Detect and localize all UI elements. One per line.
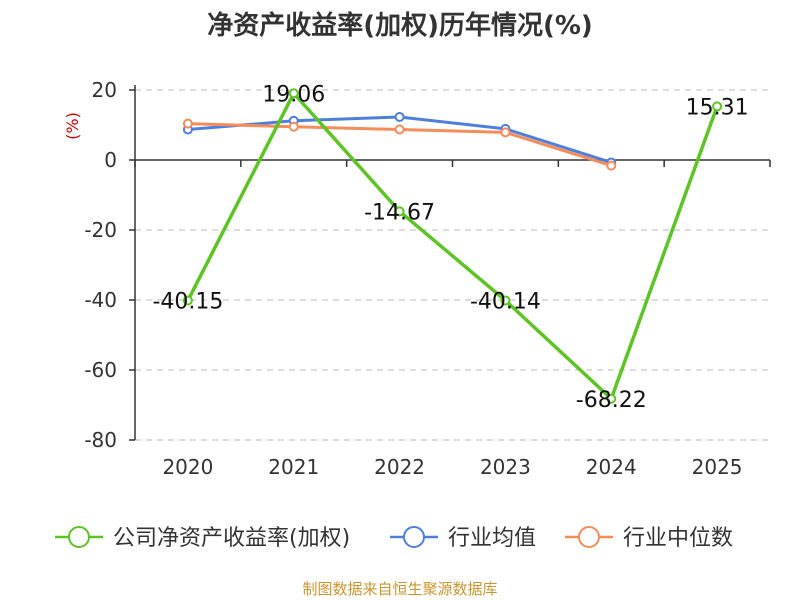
data-point: [606, 393, 617, 404]
legend-marker: [578, 526, 600, 548]
data-point: [606, 160, 617, 171]
legend-label: 行业中位数: [623, 526, 733, 551]
y-tick-label: -60: [84, 358, 117, 382]
data-point: [182, 295, 193, 306]
legend-marker: [68, 526, 90, 548]
legend-item: 行业均值: [390, 526, 536, 551]
y-tick-label: -20: [84, 218, 117, 242]
legend-label: 行业均值: [448, 526, 536, 551]
data-labels: -40.15 19.06 -14.67 -40.14 -68.22 15.31: [152, 82, 748, 412]
y-tick-label: 0: [104, 148, 117, 172]
data-point: [500, 127, 511, 138]
data-label: -14.67: [364, 200, 435, 225]
data-label: 15.31: [686, 95, 749, 120]
legend: 公司净资产收益率(加权) 行业均值 行业中位数: [55, 526, 733, 551]
x-tick-label: 2020: [162, 455, 213, 479]
series-line-1: [187, 115, 612, 164]
data-label: 19.06: [262, 82, 325, 107]
data-point: [288, 88, 299, 99]
y-tick-label: -80: [84, 428, 117, 452]
y-tick-label: -40: [84, 288, 117, 312]
legend-item: 行业中位数: [565, 526, 733, 551]
x-tick-label: 2021: [268, 455, 319, 479]
chart-title: 净资产收益率(加权)历年情况(%): [207, 10, 593, 41]
source-note: 制图数据来自恒生聚源数据库: [302, 580, 497, 598]
legend-marker: [403, 526, 425, 548]
data-point: [394, 111, 405, 122]
data-point: [500, 295, 511, 306]
data-point: [182, 118, 193, 129]
data-point: [394, 206, 405, 217]
axes: 20 0 -20 -40 -60 -80 2020 2021 2022 2023 2024 2025: [84, 78, 771, 479]
data-label: -40.14: [470, 289, 541, 314]
x-tick-label: 2022: [374, 455, 425, 479]
data-point: [288, 121, 299, 132]
series-line-0: [186, 91, 719, 401]
grid-lines: [135, 89, 770, 441]
x-tick-label: 2023: [480, 455, 531, 479]
x-tick-label: 2025: [692, 455, 743, 479]
y-axis-unit: (%): [63, 112, 82, 140]
legend-item: 公司净资产收益率(加权): [55, 526, 350, 551]
data-label: -68.22: [576, 388, 647, 413]
legend-label: 公司净资产收益率(加权): [113, 526, 350, 551]
y-tick-label: 20: [92, 78, 117, 102]
data-label: -40.15: [152, 290, 223, 315]
data-point: [712, 101, 723, 112]
series-group: [182, 88, 723, 404]
data-point: [394, 124, 405, 135]
x-tick-label: 2024: [586, 455, 637, 479]
